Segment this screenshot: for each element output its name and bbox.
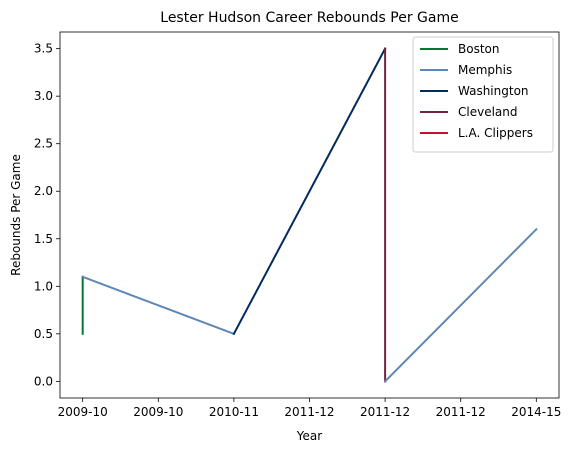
x-axis: 2009-10 2009-10 2010-11 2011-12 2011-12 2011-… bbox=[58, 398, 561, 419]
x-tick-label: 2014-15 bbox=[511, 405, 561, 419]
legend-label: Cleveland bbox=[458, 105, 518, 119]
series-layer bbox=[81, 47, 538, 383]
y-tick-label: 2.0 bbox=[34, 184, 53, 198]
x-axis-title: Year bbox=[296, 429, 322, 443]
legend-label: Washington bbox=[458, 84, 529, 98]
y-tick-label: 3.5 bbox=[34, 42, 53, 56]
legend-label: Boston bbox=[458, 42, 499, 56]
x-tick-label: 2011-12 bbox=[360, 405, 410, 419]
x-tick-label: 2011-12 bbox=[436, 405, 486, 419]
legend-box bbox=[412, 36, 554, 153]
chart-title: Lester Hudson Career Rebounds Per Game bbox=[160, 10, 458, 26]
y-tick-label: 2.5 bbox=[34, 137, 53, 151]
y-axis-title: Rebounds Per Game bbox=[9, 154, 23, 276]
x-tick-label: 2011-12 bbox=[284, 405, 334, 419]
y-tick-label: 3.0 bbox=[34, 89, 53, 103]
series-line-washington-2 bbox=[232, 47, 387, 336]
y-tick-label: 1.0 bbox=[34, 279, 53, 293]
x-tick-label: 2010-11 bbox=[209, 405, 259, 419]
y-tick-label: 0.5 bbox=[34, 327, 53, 341]
x-tick-label: 2009-10 bbox=[58, 405, 108, 419]
series-line-memphis-5 bbox=[383, 227, 538, 383]
legend: Boston Memphis Washington Cleveland L.A. Cli… bbox=[412, 36, 554, 153]
y-tick-label: 0.0 bbox=[34, 374, 53, 388]
y-axis: 0.0 0.5 1.0 1.5 2.0 2.5 3.0 3.5 bbox=[34, 42, 60, 388]
series-line-memphis-1 bbox=[81, 275, 236, 336]
legend-label: L.A. Clippers bbox=[458, 126, 533, 140]
y-tick-label: 1.5 bbox=[34, 232, 53, 246]
legend-label: Memphis bbox=[458, 63, 512, 77]
x-tick-label: 2009-10 bbox=[133, 405, 183, 419]
